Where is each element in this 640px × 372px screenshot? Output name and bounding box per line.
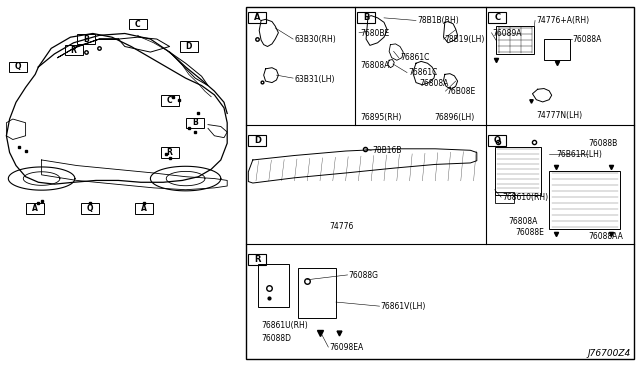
Text: 78B1B(RH): 78B1B(RH) (417, 16, 459, 25)
Text: 76088B: 76088B (589, 139, 618, 148)
Text: 76088G: 76088G (349, 271, 379, 280)
Bar (357, 12, 375, 23)
Text: A: A (254, 13, 260, 22)
Bar (496, 26, 534, 54)
Bar (26, 203, 44, 214)
Text: 76861C: 76861C (400, 53, 429, 62)
Bar (248, 254, 266, 265)
Bar (81, 203, 99, 214)
Text: Q: Q (494, 136, 500, 145)
Bar (488, 12, 506, 23)
Text: Q: Q (15, 62, 21, 71)
Text: 76861C: 76861C (408, 68, 438, 77)
Text: R: R (254, 255, 260, 264)
Text: Q: Q (86, 204, 93, 213)
Bar (248, 135, 266, 146)
Text: J76700Z4: J76700Z4 (587, 349, 630, 358)
Text: 74777N(LH): 74777N(LH) (536, 111, 582, 120)
Bar (488, 135, 506, 146)
Text: 76808A: 76808A (419, 79, 449, 88)
Text: 76B08E: 76B08E (447, 87, 476, 96)
Text: 76808A: 76808A (509, 217, 538, 226)
Bar (495, 147, 541, 195)
Text: C: C (167, 96, 172, 105)
Bar (549, 171, 620, 229)
Bar (186, 118, 204, 128)
Text: 63B31(LH): 63B31(LH) (294, 76, 335, 84)
Text: 76895(RH): 76895(RH) (360, 113, 402, 122)
Text: 76088AA: 76088AA (589, 232, 623, 241)
Bar (161, 147, 179, 158)
Bar (495, 192, 514, 203)
Bar (9, 62, 27, 72)
Text: R: R (166, 148, 173, 157)
Text: C: C (135, 20, 140, 29)
Text: 74776+A(RH): 74776+A(RH) (536, 16, 589, 25)
Text: 76861V(LH): 76861V(LH) (381, 302, 426, 311)
Text: 76088E: 76088E (515, 228, 544, 237)
Text: 63B30(RH): 63B30(RH) (294, 35, 336, 44)
Text: A: A (32, 204, 38, 213)
Text: 768610(RH): 768610(RH) (502, 193, 548, 202)
Text: 76896(LH): 76896(LH) (434, 113, 474, 122)
Bar (258, 264, 289, 307)
Bar (65, 45, 83, 55)
Text: 76098EA: 76098EA (330, 343, 364, 352)
Text: R: R (70, 46, 77, 55)
Text: A: A (141, 204, 147, 213)
Bar (135, 203, 153, 214)
Text: D: D (254, 136, 260, 145)
Text: C: C (494, 13, 500, 22)
Text: D: D (186, 42, 192, 51)
Bar (129, 19, 147, 29)
Bar (180, 41, 198, 52)
Bar (246, 7, 634, 359)
Text: 76861U(RH): 76861U(RH) (261, 321, 308, 330)
Text: B: B (84, 35, 89, 44)
Text: B: B (193, 118, 198, 127)
Bar (248, 12, 266, 23)
Text: 76808A: 76808A (360, 61, 390, 70)
Text: 76B61R(LH): 76B61R(LH) (557, 150, 603, 159)
Text: 74776: 74776 (330, 222, 354, 231)
Text: 7680BE: 7680BE (360, 29, 390, 38)
Text: B: B (363, 13, 369, 22)
Text: 78B16B: 78B16B (372, 146, 402, 155)
Text: 78B19(LH): 78B19(LH) (445, 35, 485, 44)
Bar (77, 34, 95, 44)
Bar (544, 39, 570, 60)
Text: 76088D: 76088D (261, 334, 291, 343)
Bar (161, 95, 179, 106)
Bar (298, 268, 336, 318)
Text: 76088A: 76088A (573, 35, 602, 44)
Text: 76089A: 76089A (492, 29, 522, 38)
